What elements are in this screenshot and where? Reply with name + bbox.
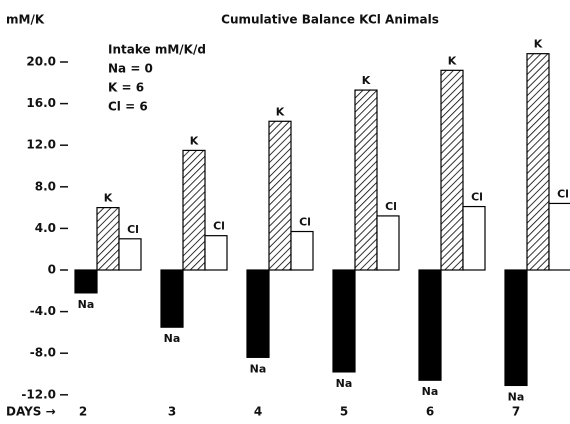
bar-label: Na [164, 332, 181, 345]
bar-label: Na [250, 362, 267, 375]
y-tick-label: -8.0 [30, 346, 56, 360]
bar [504, 269, 528, 387]
y-tick-label: 12.0 [26, 138, 56, 152]
bar [246, 269, 270, 358]
y-tick-label: 0 [48, 263, 56, 277]
x-tick-label: 7 [512, 405, 520, 419]
y-tick-label: 16.0 [26, 96, 56, 110]
bar [462, 205, 486, 271]
y-tick-label: 8.0 [35, 179, 56, 193]
bar [548, 202, 570, 271]
bar-label: K [362, 74, 371, 87]
bar [160, 269, 184, 328]
bar [182, 149, 206, 271]
bar-label: Cl [385, 200, 397, 213]
bar-label: Cl [213, 220, 225, 233]
x-tick-label: 4 [254, 405, 262, 419]
bar-label: Cl [299, 216, 311, 229]
bar-label: K [534, 38, 543, 51]
annotation: Intake mM/K/d [108, 43, 206, 57]
annotation: Cl = 6 [108, 100, 148, 114]
y-tick-label: 4.0 [35, 221, 56, 235]
bar [526, 53, 550, 271]
x-tick-label: 3 [168, 405, 176, 419]
chart-title: Cumulative Balance KCl Animals [221, 13, 439, 27]
bar [418, 269, 442, 381]
bar [332, 269, 356, 373]
bar [96, 207, 120, 271]
bar-label: Na [78, 298, 95, 311]
x-tick-label: 2 [79, 405, 87, 419]
bar-label: K [190, 134, 199, 147]
annotation: Na = 0 [108, 62, 153, 76]
bar [376, 215, 400, 271]
bar [440, 69, 464, 271]
bar-label: K [448, 54, 457, 67]
bar [74, 269, 98, 294]
x-axis-label: DAYS → [6, 405, 56, 419]
x-tick-label: 6 [426, 405, 434, 419]
bar-label: Cl [127, 223, 139, 236]
y-tick-label: 20.0 [26, 55, 56, 69]
bar-label: Na [336, 377, 353, 390]
y-tick-label: -4.0 [30, 304, 56, 318]
bar-label: Cl [471, 191, 483, 204]
bar-label: K [104, 192, 113, 205]
bar [290, 230, 314, 271]
bar [118, 238, 142, 271]
bar-label: K [276, 105, 285, 118]
annotation: K = 6 [108, 81, 144, 95]
y-tick-label: -12.0 [21, 387, 56, 401]
bar-label: Na [422, 385, 439, 398]
y-axis-label: mM/K [6, 13, 45, 27]
bar-label: Na [508, 390, 525, 403]
x-tick-label: 5 [340, 405, 348, 419]
bar [204, 235, 228, 271]
bar [354, 89, 378, 271]
bar-label: Cl [557, 187, 569, 200]
bar [268, 120, 292, 271]
